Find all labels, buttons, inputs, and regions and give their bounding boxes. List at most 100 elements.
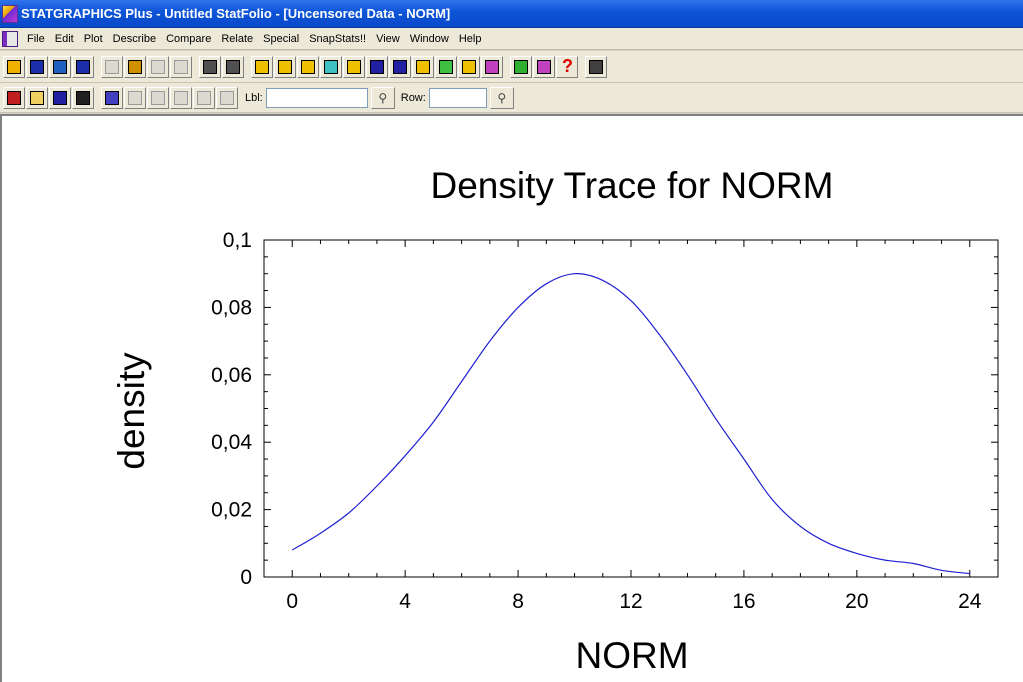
menu-bar: File Edit Plot Describe Compare Relate S… (0, 28, 1023, 50)
menu-view[interactable]: View (376, 32, 400, 45)
document-window-icon[interactable] (2, 30, 18, 47)
menu-window[interactable]: Window (409, 32, 449, 45)
lbl-input[interactable] (265, 87, 368, 108)
spreadsheet-icon (53, 59, 67, 74)
paste-button[interactable] (147, 55, 169, 78)
row-label: Row: (400, 91, 426, 104)
distribution-icon (393, 59, 407, 74)
xy-plot-icon (324, 59, 338, 74)
cluster-icon (462, 59, 476, 74)
time-series-button[interactable] (366, 55, 388, 78)
x-tick-label: 4 (399, 590, 411, 613)
find-row-binoculars-icon[interactable]: ⚲ (489, 86, 514, 109)
text-pane-button[interactable] (26, 86, 48, 109)
analysis-window-button[interactable] (3, 86, 25, 109)
copy-button[interactable] (124, 55, 146, 78)
undo-icon (174, 59, 188, 74)
time-series-icon (370, 59, 384, 74)
box-plot-button[interactable] (274, 55, 296, 78)
axis-scale-icon (220, 90, 234, 105)
y-tick-label: 0,04 (211, 431, 252, 454)
find-label-binoculars-icon[interactable]: ⚲ (370, 86, 395, 109)
menu-plot[interactable]: Plot (83, 32, 103, 45)
graph-pane-button[interactable] (49, 86, 71, 109)
bar-chart-icon (301, 59, 315, 74)
statwizard-button[interactable] (533, 55, 555, 78)
line-plot-button[interactable] (412, 55, 434, 78)
print-preview-button[interactable] (222, 55, 244, 78)
x-tick-label: 24 (958, 590, 982, 613)
menu-relate[interactable]: Relate (221, 32, 254, 45)
menu-help[interactable]: Help (458, 32, 482, 45)
bar-chart-button[interactable] (297, 55, 319, 78)
cluster-button[interactable] (458, 55, 480, 78)
statadvisor-button[interactable] (510, 55, 532, 78)
plot-frame (263, 239, 999, 578)
identify-point-button[interactable] (193, 86, 215, 109)
menu-describe[interactable]: Describe (112, 32, 157, 45)
density-trace-line (291, 273, 970, 575)
help-button[interactable]: ? (556, 55, 578, 78)
graph-pane-icon (53, 90, 67, 105)
statgraphics-app-icon[interactable] (2, 4, 18, 23)
cut-button[interactable] (101, 55, 123, 78)
scatter-plot-icon (255, 59, 269, 74)
scatter-matrix-icon (347, 59, 361, 74)
move-points-icon (128, 90, 142, 105)
print-preview-icon (226, 59, 240, 74)
move-points-button[interactable] (124, 86, 146, 109)
open-folder-icon (7, 59, 21, 74)
window-titlebar: STATGRAPHICS Plus - Untitled StatFolio -… (0, 0, 1023, 28)
open-folder-button[interactable] (3, 55, 25, 78)
menu-file[interactable]: File (27, 32, 45, 45)
x-tick-label: 0 (286, 590, 298, 613)
window-title: STATGRAPHICS Plus - Untitled StatFolio -… (21, 6, 451, 21)
row-input[interactable] (428, 87, 487, 108)
analysis-window-icon (7, 90, 21, 105)
zoom-points-icon (151, 90, 165, 105)
menu-compare[interactable]: Compare (166, 32, 212, 45)
statadvisor-icon (514, 59, 528, 74)
y-axis-label: density (111, 352, 152, 470)
print-icon (203, 59, 217, 74)
maximize-pane-button[interactable] (72, 86, 94, 109)
density-trace-chart: Density Trace for NORM density NORM 0 0,0… (111, 165, 999, 676)
graph-pane[interactable]: Density Trace for NORM density NORM 0 0,0… (0, 114, 1023, 682)
analysis-toolbar: Lbl: ⚲ Row: ⚲ (0, 83, 1023, 113)
calculator-button[interactable] (585, 55, 607, 78)
save-disk-button[interactable] (26, 55, 48, 78)
undo-button[interactable] (170, 55, 192, 78)
abc-label-button[interactable] (101, 86, 123, 109)
target-button[interactable] (435, 55, 457, 78)
menu-snapstats[interactable]: SnapStats!! (309, 32, 367, 45)
box-plot-icon (278, 59, 292, 74)
x-axis-label: NORM (575, 635, 688, 676)
menu-special[interactable]: Special (263, 32, 300, 45)
calculator-icon (589, 59, 603, 74)
analysis-toolbar-buttons (3, 86, 239, 109)
text-pane-icon (30, 90, 44, 105)
print-button[interactable] (199, 55, 221, 78)
xy-plot-button[interactable] (320, 55, 342, 78)
line-plot-icon (416, 59, 430, 74)
maximize-pane-icon (76, 90, 90, 105)
datasheet-icon (76, 59, 90, 74)
x-tick-label: 8 (512, 590, 524, 613)
x-tick-label: 20 (845, 590, 868, 613)
y-tick-label: 0,08 (211, 296, 252, 319)
y-tick-label: 0,06 (211, 364, 252, 387)
menu-edit[interactable]: Edit (54, 32, 74, 45)
scatter-matrix-button[interactable] (343, 55, 365, 78)
axis-scale-button[interactable] (216, 86, 238, 109)
datasheet-button[interactable] (72, 55, 94, 78)
exclude-points-button[interactable] (170, 86, 192, 109)
glm-button[interactable] (481, 55, 503, 78)
y-tick-label: 0 (240, 566, 252, 589)
spreadsheet-button[interactable] (49, 55, 71, 78)
zoom-points-button[interactable] (147, 86, 169, 109)
save-disk-icon (30, 59, 44, 74)
scatter-plot-button[interactable] (251, 55, 273, 78)
distribution-button[interactable] (389, 55, 411, 78)
plot-area: 0 0,02 0,04 0,06 0,08 0,1 0 4 8 12 16 20 24 (211, 229, 999, 613)
statwizard-icon (537, 59, 551, 74)
